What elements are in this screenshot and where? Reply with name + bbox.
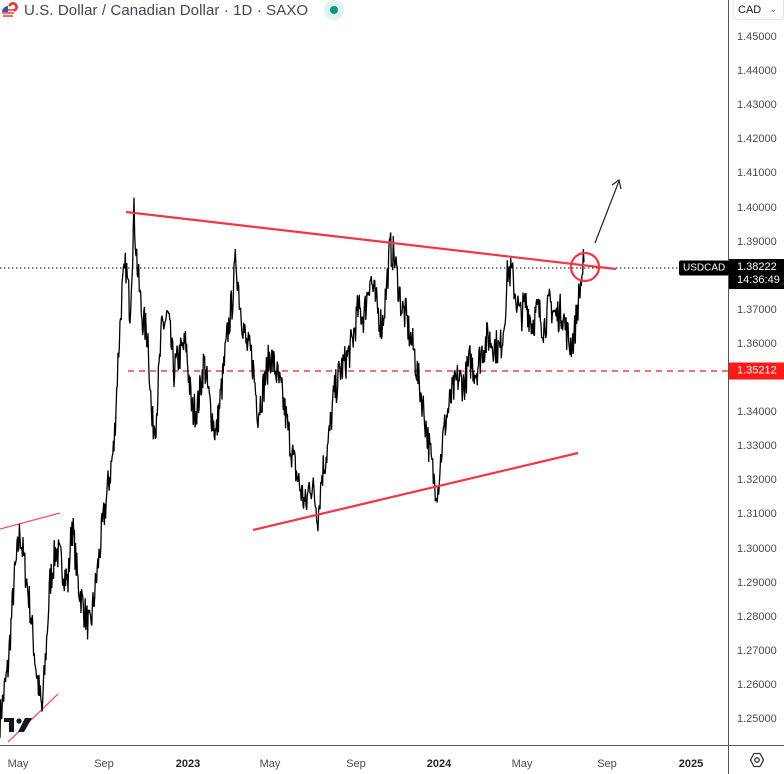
price-tick-label: 1.25000 [737,713,777,725]
price-tick-label: 1.37000 [737,303,777,316]
time-tick-label: May [259,758,281,770]
time-tick-label: Sep [94,758,114,770]
last-price-tag: 1.38222 14:36:49 [729,259,784,289]
descending-resistance-trendline[interactable] [125,210,617,271]
settings-gear-icon[interactable] [749,752,765,768]
time-tick-label: May [511,758,533,770]
chart-plot-area[interactable] [0,0,728,745]
breakout-circle[interactable] [569,251,601,283]
support-level-price-tag: 1.35212 [729,362,784,380]
price-tick-label: 1.31000 [737,508,777,521]
time-tick-label: Sep [346,758,366,770]
price-tick-label: 1.36000 [737,337,777,350]
price-tick-label: 1.42000 [737,133,777,146]
price-chart-svg [0,178,728,743]
chevron-down-icon: ⌄ [769,4,777,14]
market-status-indicator[interactable] [324,0,345,20]
tradingview-logo-icon[interactable] [4,716,36,734]
time-tick-label: Sep [597,758,617,770]
price-axis[interactable] [728,0,784,745]
chart-settings-corner [728,745,784,774]
time-tick-label: 2025 [678,758,704,770]
price-tick-label: 1.44000 [737,65,777,78]
price-tick-label: 1.45000 [737,31,777,43]
price-tick-label: 1.28000 [737,610,777,623]
price-tick-label: 1.32000 [737,474,777,487]
currency-dropdown[interactable]: CAD ⌄ [733,0,784,20]
ascending-support-trendline[interactable] [252,451,579,532]
time-tick-label: 2023 [175,758,201,770]
price-tick-label: 1.30000 [737,542,777,555]
symbol-price-tag: USDCAD [679,260,730,276]
us-canada-flag-icon [2,2,18,18]
price-tick-label: 1.41000 [737,167,777,180]
time-tick-label: May [7,758,29,770]
symbol-title[interactable]: U.S. Dollar / Canadian Dollar · 1D · SAX… [24,1,309,19]
bullish-projection-arrow[interactable] [594,178,622,244]
price-tick-label: 1.29000 [737,576,777,589]
currency-label: CAD [738,3,762,16]
old-channel-bottom-trendline[interactable] [7,693,59,743]
price-tick-label: 1.27000 [737,644,777,657]
old-channel-top-trendline[interactable] [0,512,61,530]
price-tick-label: 1.43000 [737,99,777,112]
price-tick-label: 1.34000 [737,406,777,419]
time-tick-label: 2024 [426,758,452,770]
time-axis[interactable]: May Sep 2023 May Sep 2024 May Sep 2025 [0,745,728,774]
price-tick-label: 1.40000 [737,201,777,214]
price-tick-label: 1.33000 [737,440,777,453]
price-tick-label: 1.26000 [737,678,777,691]
chart-header: U.S. Dollar / Canadian Dollar · 1D · SAX… [0,0,345,20]
last-price-value: 1.38222 [737,261,777,273]
bar-countdown: 14:36:49 [737,274,780,286]
market-open-dot-icon [330,6,339,14]
price-tick-label: 1.39000 [737,235,777,248]
price-series-line [0,197,585,738]
